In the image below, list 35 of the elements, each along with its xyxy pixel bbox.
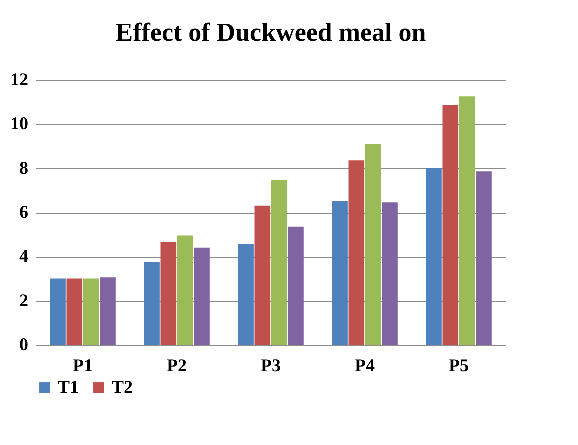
y-tick-label: 6 — [20, 202, 28, 222]
y-tick-label: 2 — [20, 290, 28, 310]
bar — [271, 180, 288, 345]
x-tick-label: P5 — [449, 356, 469, 376]
bar — [160, 242, 177, 345]
bar — [194, 248, 210, 345]
x-tick-label: P1 — [73, 356, 93, 376]
x-tick-label: P3 — [261, 356, 281, 376]
bar — [476, 172, 492, 345]
y-tick-label: 0 — [20, 334, 28, 354]
bar — [177, 236, 194, 345]
bar — [83, 278, 100, 345]
y-tick-label: 4 — [20, 246, 28, 266]
bar — [288, 226, 304, 345]
chart-title: Effect of Duckweed meal on — [116, 18, 427, 47]
bar — [459, 96, 476, 345]
legend-label: T1 — [58, 377, 80, 397]
x-tick-label: P4 — [355, 356, 375, 376]
bar — [254, 206, 271, 345]
bar — [144, 262, 160, 345]
bar — [442, 105, 459, 345]
x-tick-label: P2 — [167, 356, 187, 376]
bar — [238, 244, 254, 345]
y-tick-label: 12 — [10, 70, 28, 90]
bar — [50, 278, 66, 345]
y-tick-label: 8 — [20, 158, 28, 178]
bar — [426, 168, 442, 345]
bar — [365, 144, 382, 345]
legend-label: T2 — [112, 377, 134, 397]
bar — [100, 278, 116, 345]
y-tick-label: 10 — [10, 114, 28, 134]
bar — [348, 160, 365, 345]
bar — [66, 278, 83, 345]
bar — [332, 201, 348, 345]
bar — [382, 202, 398, 345]
